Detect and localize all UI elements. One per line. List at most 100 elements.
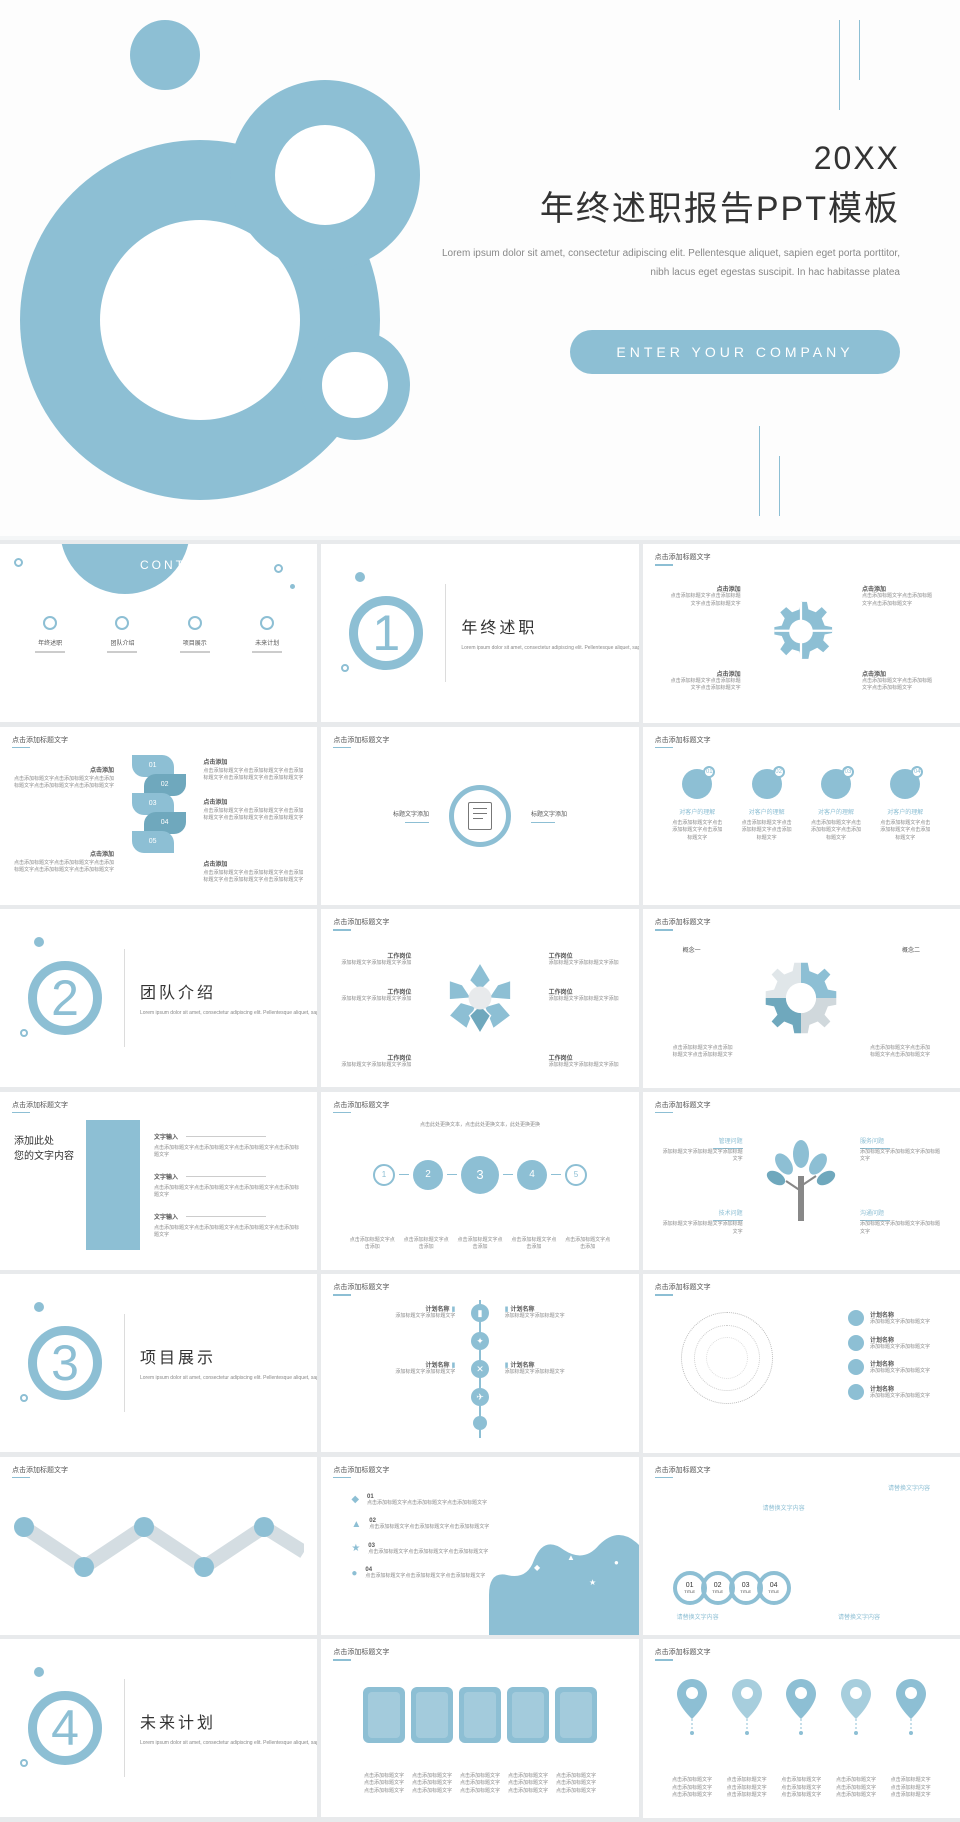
slide-section-4[interactable]: 4 未来计划 Lorem ipsum dolor sit amet, conse…: [0, 1639, 317, 1817]
slide-header: 点击添加标题文字: [333, 1100, 389, 1114]
decor-line: [859, 20, 860, 80]
gear-icon: [764, 596, 838, 670]
pin-icon: [841, 1679, 871, 1735]
toc-item: 团队介绍: [107, 638, 137, 647]
section-number: 3: [28, 1326, 102, 1400]
list-text: 点击添加点击添加标题文字点击添加标题文字点击添加标题文字点击添加标题文字点击添加…: [14, 767, 114, 791]
slide-text-block[interactable]: 点击添加标题文字 添加此处 您的文字内容 文字输入点击添加标题文字点击添加标题文…: [0, 1092, 317, 1270]
svg-text:▲: ▲: [567, 1553, 575, 1562]
slide-four-circles[interactable]: 点击添加标题文字 01对客户的理解点击添加标题文字点击添加标题文字点击添加标题文…: [643, 727, 960, 906]
zigzag-icon: [14, 1497, 304, 1597]
divider: [124, 1679, 125, 1777]
pin-icon: [786, 1679, 816, 1735]
slide-ring-chain[interactable]: 点击添加标题文字 请替换文字内容 请替换文字内容 01TITLE 02TITLE…: [643, 1457, 960, 1636]
slide-contents[interactable]: CONTENTS 年终述职 团队介绍 项目展示 未来计划: [0, 544, 317, 722]
tree-icon: [766, 1136, 836, 1226]
section-number: 1: [349, 596, 423, 670]
slide-header: 点击添加标题文字: [333, 1465, 389, 1479]
decor-circle: [14, 558, 23, 567]
slide-five-cards[interactable]: 点击添加标题文字 点击添加标题文字点击添加标题文字点击添加标题文字 点击添加标题…: [321, 1639, 638, 1817]
decor-circle: [274, 564, 283, 573]
radial-label: 工作岗位添加标题文字添加标题文字添加: [549, 951, 619, 968]
slide-header: 点击添加标题文字: [12, 735, 68, 749]
slide-circle-icon[interactable]: 点击添加标题文字 标题文字添加 标题文字添加: [321, 727, 638, 905]
svg-text:◆: ◆: [534, 1563, 541, 1572]
decor-dot: [34, 937, 44, 947]
list-text: 点击添加点击添加标题文字点击添加标题文字点击添加标题文字点击添加标题文字点击添加…: [203, 861, 303, 885]
quad-label: 点击添加点击添加标题文字点击添加标题文字点击添加标题文字: [671, 669, 741, 693]
slide-header: 点击添加标题文字: [655, 1647, 711, 1661]
decor-circle: [290, 584, 295, 589]
decor-dot: [341, 664, 349, 672]
slide-section-1[interactable]: 1 年终述职 Lorem ipsum dolor sit amet, conse…: [321, 544, 638, 722]
gear-icon: [759, 956, 843, 1040]
tree-label: 沟通问题: [860, 1211, 884, 1217]
radial-label: 工作岗位添加标题文字添加标题文字添加: [341, 987, 411, 1004]
divider: [124, 1314, 125, 1412]
slide-tree[interactable]: 点击添加标题文字 管理问题添加标题文字添加标题文字添加标题文字 技术问题添加标题…: [643, 1092, 960, 1271]
pin-icon: [677, 1679, 707, 1735]
decor-ring-medium: [230, 80, 420, 270]
section-number: 2: [28, 961, 102, 1035]
section-number: 4: [28, 1691, 102, 1765]
headline: 添加此处 您的文字内容: [14, 1134, 74, 1164]
radial-label: 工作岗位添加标题文字添加标题文字添加: [341, 1053, 411, 1070]
document-icon: [468, 802, 492, 830]
decor-dot: [20, 1029, 28, 1037]
slide-header: 点击添加标题文字: [655, 1465, 711, 1479]
decor-line: [759, 426, 760, 516]
thumbnail-grid: CONTENTS 年终述职 团队介绍 项目展示 未来计划 1 年终述职 Lore…: [0, 540, 960, 1822]
tree-label: 技术问题: [719, 1211, 743, 1217]
section-title: 未来计划: [140, 1709, 317, 1733]
chain-top: 点击此处更换文本，点击此处更换文本，此处更换更换: [390, 1122, 570, 1130]
toc-item: 未来计划: [252, 638, 282, 647]
slide-header: 点击添加标题文字: [655, 735, 711, 749]
concept-label: 概念二: [902, 945, 920, 954]
decor-line: [779, 456, 780, 516]
company-button[interactable]: ENTER YOUR COMPANY: [570, 330, 900, 374]
slide-leaf-list[interactable]: 点击添加标题文字 01 02 03 04 05 点击添加点击添加标题文字点击添加…: [0, 727, 317, 905]
tree-label: 管理问题: [719, 1139, 743, 1145]
slide-hex-radial[interactable]: 点击添加标题文字 工作岗位添加标题文字添加标题文字添加 工作岗位添加标题文字添加…: [321, 909, 638, 1087]
radial-label: 工作岗位添加标题文字添加标题文字添加: [549, 1053, 619, 1070]
decor-dot: [34, 1302, 44, 1312]
template-preview: 20XX 年终述职报告PPT模板 Lorem ipsum dolor sit a…: [0, 0, 960, 1822]
slide-zigzag[interactable]: 点击添加标题文字: [0, 1457, 317, 1635]
slide-header: 点击添加标题文字: [12, 1100, 68, 1114]
decor-line: [839, 20, 840, 110]
slide-gear-split[interactable]: 点击添加标题文字 概念一 概念二 点击添加标题文字点击添加标题文字点击添加标题文…: [643, 909, 960, 1088]
section-sub: Lorem ipsum dolor sit amet, consectetur …: [140, 1374, 317, 1382]
svg-text:★: ★: [589, 1578, 596, 1587]
radial-label: 工作岗位添加标题文字添加标题文字添加: [549, 987, 619, 1004]
toc-item: 年终述职: [35, 638, 65, 647]
slide-section-3[interactable]: 3 项目展示 Lorem ipsum dolor sit amet, conse…: [0, 1274, 317, 1452]
list-text: 点击添加点击添加标题文字点击添加标题文字点击添加标题文字点击添加标题文字点击添加…: [14, 851, 114, 875]
circle-label: 对客户的理解: [740, 807, 794, 816]
section-title: 年终述职: [461, 614, 638, 638]
decor-dot: [20, 1759, 28, 1767]
chain-text: 请替换文字内容: [763, 1503, 805, 1512]
slide-five-chain[interactable]: 点击添加标题文字 点击此处更换文本，点击此处更换文本，此处更换更换 1 2 3 …: [321, 1092, 638, 1270]
slide-gear-quadrants[interactable]: 点击添加标题文字 点击添加点击添加标题文字点击添加标题文字点击添加标题文字 点击…: [643, 544, 960, 723]
pin-icon: [896, 1679, 926, 1735]
slide-blob-steps[interactable]: 点击添加标题文字 ◆01点击添加标题文字点击添加标题文字点击添加标题文字 ▲02…: [321, 1457, 638, 1635]
quad-label: 点击添加点击添加标题文字点击添加标题文字点击添加标题文字: [862, 669, 932, 693]
slide-header: 点击添加标题文字: [333, 1647, 389, 1661]
hero-year: 20XX: [430, 140, 900, 177]
decor-dot: [20, 1394, 28, 1402]
section-sub: Lorem ipsum dolor sit amet, consectetur …: [461, 644, 638, 652]
hero-slide: 20XX 年终述职报告PPT模板 Lorem ipsum dolor sit a…: [0, 0, 960, 540]
circle-label: 对客户的理解: [878, 807, 932, 816]
slide-globe-radial[interactable]: 点击添加标题文字 计划名称添加标题文字添加标题文字 计划名称添加标题文字添加标题…: [643, 1274, 960, 1453]
hero-title: 年终述职报告PPT模板: [430, 181, 900, 230]
circle-frame: [449, 785, 511, 847]
toc-item: 项目展示: [180, 638, 210, 647]
leaf-stack: 01 02 03 04 05: [132, 755, 186, 853]
slide-section-2[interactable]: 2 团队介绍 Lorem ipsum dolor sit amet, conse…: [0, 909, 317, 1087]
svg-text:●: ●: [614, 1558, 619, 1567]
chain-text: 请替换文字内容: [677, 1612, 719, 1621]
label: 标题文字添加: [393, 809, 429, 818]
radial-label: 工作岗位添加标题文字添加标题文字添加: [341, 951, 411, 968]
slide-map-pins[interactable]: 点击添加标题文字 点击添加标题文字点击添加标题文字点击添加标题文字 点击添加标题…: [643, 1639, 960, 1818]
slide-vertical-timeline[interactable]: 点击添加标题文字 ▮ ✦ ✕ ✈ 计划名称 ▮添加标题文字添加标题文字 ▮ 计划…: [321, 1274, 638, 1452]
